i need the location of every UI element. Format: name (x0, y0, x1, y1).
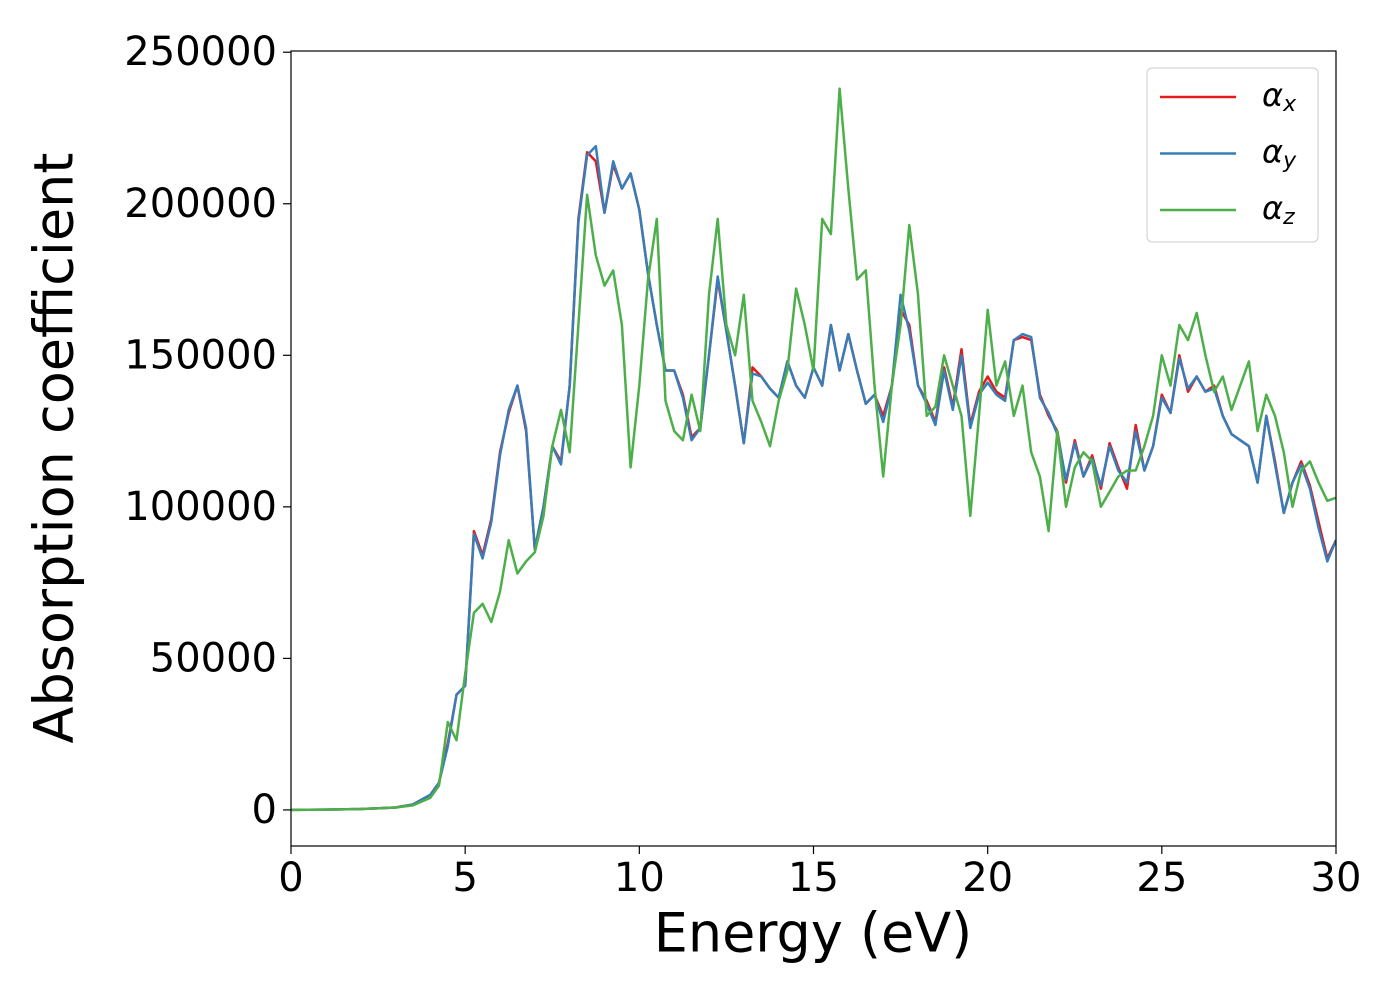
y-tick-label: 100000 (124, 484, 277, 530)
series-line (291, 87, 1336, 812)
legend-label: αz (1262, 189, 1295, 230)
legend-box (1146, 67, 1319, 243)
legend-label: αx (1262, 76, 1297, 117)
x-tick-label: 25 (1136, 855, 1187, 901)
y-tick-label: 250000 (124, 29, 277, 75)
legend: αx αy αz (1146, 67, 1319, 243)
x-tick-label: 20 (962, 855, 1013, 901)
series-line (291, 144, 1336, 812)
y-tick-label: 150000 (124, 332, 277, 378)
y-axis-label: Absorption coefficient (23, 153, 86, 744)
y-tick-label: 50000 (150, 635, 277, 681)
y-tick-label: 0 (252, 787, 277, 833)
x-tick-label: 10 (614, 855, 665, 901)
x-tick-label: 15 (788, 855, 839, 901)
x-tick-label: 5 (452, 855, 477, 901)
legend-label: αy (1262, 133, 1297, 174)
y-tick-label: 200000 (124, 181, 277, 227)
x-tick-label: 0 (278, 855, 303, 901)
x-tick-label: 30 (1311, 855, 1362, 901)
series-line (291, 150, 1336, 812)
x-axis-label: Energy (eV) (654, 902, 973, 965)
